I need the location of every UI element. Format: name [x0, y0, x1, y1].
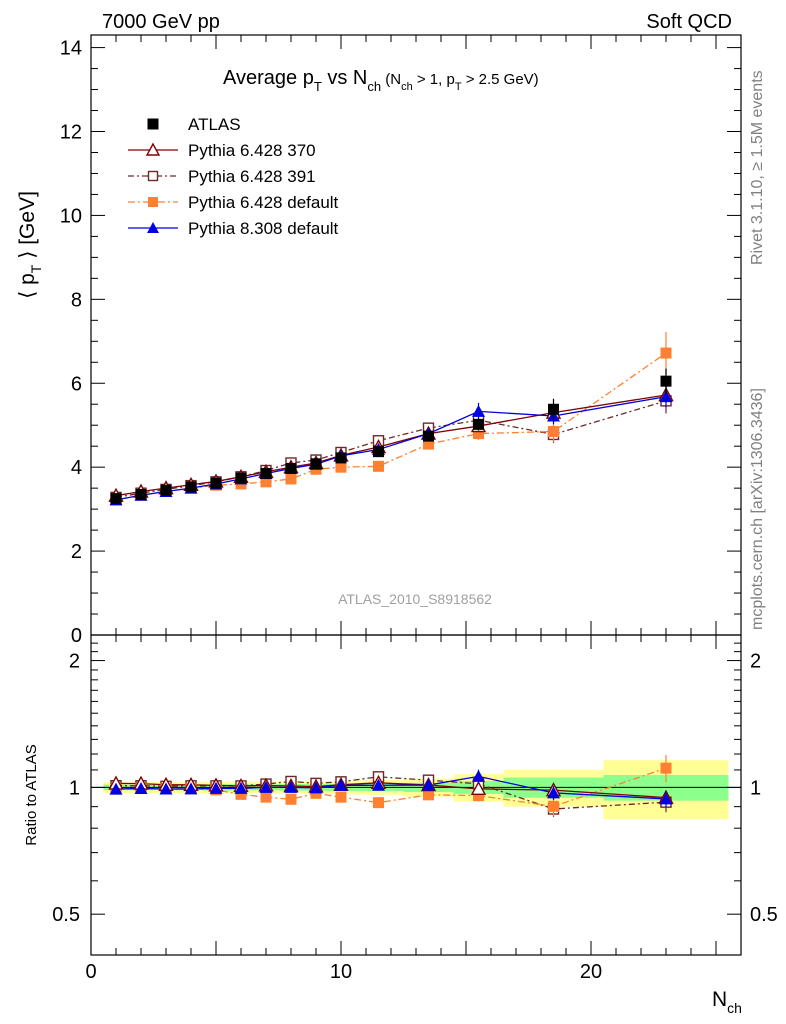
- point-atlas: [335, 452, 347, 464]
- ratio-tick-label-right: 0.5: [750, 904, 778, 926]
- ratio-point-p8def: [209, 781, 223, 794]
- legend-label-p370: Pythia 6.428 370: [188, 141, 316, 160]
- ratio-point-p370: [470, 780, 487, 796]
- point-atlas: [285, 462, 297, 474]
- ratio-point-p8def: [334, 778, 348, 791]
- ratio-tick-label-left: 1: [69, 777, 80, 799]
- point-p6def: [548, 426, 559, 438]
- ratio-tick-label-left: 2: [69, 651, 80, 673]
- point-p6def: [373, 460, 384, 472]
- ratio-point-p6def: [423, 789, 434, 801]
- legend-label-p6def: Pythia 6.428 default: [188, 193, 339, 212]
- point-atlas: [660, 375, 672, 387]
- point-atlas: [235, 472, 247, 484]
- legend-marker-atlas: [147, 118, 159, 130]
- y-tick-label: 10: [60, 205, 82, 227]
- legend-label-p391: Pythia 6.428 391: [188, 167, 316, 186]
- legend-marker-p6def: [148, 197, 158, 207]
- point-atlas: [110, 493, 122, 505]
- ratio-point-p6def: [260, 791, 272, 803]
- y-tick-label: 0: [71, 625, 82, 647]
- ratio-panel: 0 10 20 0.5 0.5 1 1 2 2: [52, 634, 778, 983]
- header-left: 7000 GeV pp: [102, 11, 220, 33]
- point-atlas: [473, 418, 484, 430]
- ratio-point-p6def: [473, 790, 484, 802]
- chart-title: Average pT vs Nch (Nch > 1, pT > 2.5 GeV…: [223, 67, 539, 94]
- ratio-point-p8def: [472, 769, 485, 782]
- legend-marker-p8def: [147, 222, 159, 233]
- point-atlas: [423, 430, 434, 442]
- legend-label-atlas: ATLAS: [188, 115, 241, 134]
- x-tick-label: 20: [580, 961, 602, 983]
- ratio-point-p8def: [309, 781, 323, 794]
- point-atlas: [373, 446, 384, 458]
- y-tick-label: 8: [71, 289, 82, 311]
- ratio-point-p8def: [659, 792, 673, 805]
- legend: ATLAS Pythia 6.428 370 Pythia 6.428 391 Pyt…: [128, 115, 339, 238]
- mcplots-label: mcplots.cern.ch [arXiv:1306.3436]: [749, 388, 766, 630]
- point-atlas: [160, 484, 172, 496]
- y-axis-label-bottom: Ratio to ATLAS: [23, 744, 40, 845]
- analysis-watermark: ATLAS_2010_S8918562: [338, 591, 492, 607]
- x-tick-label: 0: [85, 961, 96, 983]
- y-tick-label: 6: [71, 373, 82, 395]
- series-line-p391: [115, 400, 667, 499]
- top-panel: 0 2 4 6 8 10 12 14: [60, 34, 742, 647]
- point-p6def: [423, 438, 434, 450]
- ratio-point-p6def: [335, 791, 347, 803]
- ratio-point-p8def: [234, 781, 248, 794]
- rivet-version-label: Rivet 3.1.10, ≥ 1.5M events: [749, 70, 766, 265]
- ratio-tick-label-right: 1: [750, 777, 761, 799]
- x-tick-label: 10: [330, 961, 352, 983]
- y-axis-label-top: ⟨ pT ⟩ [GeV]: [16, 191, 44, 299]
- ratio-point-p6def: [373, 797, 384, 809]
- ratio-point-p6def: [285, 793, 297, 805]
- point-atlas: [310, 458, 322, 470]
- point-p8def: [659, 390, 673, 403]
- legend-marker-p370: [145, 142, 161, 156]
- ratio-tick-label-right: 2: [750, 651, 761, 673]
- ratio-point-p8def: [109, 782, 123, 795]
- y-tick-label: 14: [60, 38, 82, 60]
- ratio-point-p6def: [235, 788, 247, 800]
- ratio-point-p8def: [134, 781, 148, 794]
- point-atlas: [210, 477, 222, 489]
- ratio-line-p391: [115, 776, 667, 810]
- point-atlas: [548, 403, 559, 415]
- ratio-point-p8def: [284, 780, 298, 793]
- point-p6def: [660, 347, 672, 359]
- legend-label-p8def: Pythia 8.308 default: [188, 219, 339, 238]
- y-tick-label: 12: [60, 122, 82, 144]
- point-atlas: [260, 467, 272, 479]
- point-atlas: [135, 488, 147, 500]
- series-line-p6def: [115, 352, 667, 501]
- ratio-tick-label-left: 0.5: [52, 904, 80, 926]
- point-p6def: [285, 473, 297, 485]
- ratio-point-p8def: [259, 780, 273, 793]
- point-p8def: [472, 404, 485, 417]
- y-tick-label: 4: [71, 457, 82, 479]
- ratio-point-p6def: [660, 762, 672, 774]
- ratio-point-p8def: [372, 778, 385, 791]
- legend-marker-p391: [147, 170, 159, 182]
- header-right: Soft QCD: [646, 11, 732, 33]
- x-axis-label: Nch: [712, 988, 742, 1016]
- ratio-point-p8def: [547, 786, 560, 799]
- ratio-point-p8def: [422, 778, 435, 791]
- y-tick-label: 2: [71, 541, 82, 563]
- point-p6def: [335, 461, 347, 473]
- point-atlas: [185, 481, 197, 493]
- point-p6def: [473, 428, 484, 440]
- ratio-point-p8def: [159, 782, 173, 795]
- point-p6def: [260, 476, 272, 488]
- ratio-point-p8def: [184, 782, 198, 795]
- ratio-point-p6def: [548, 800, 559, 812]
